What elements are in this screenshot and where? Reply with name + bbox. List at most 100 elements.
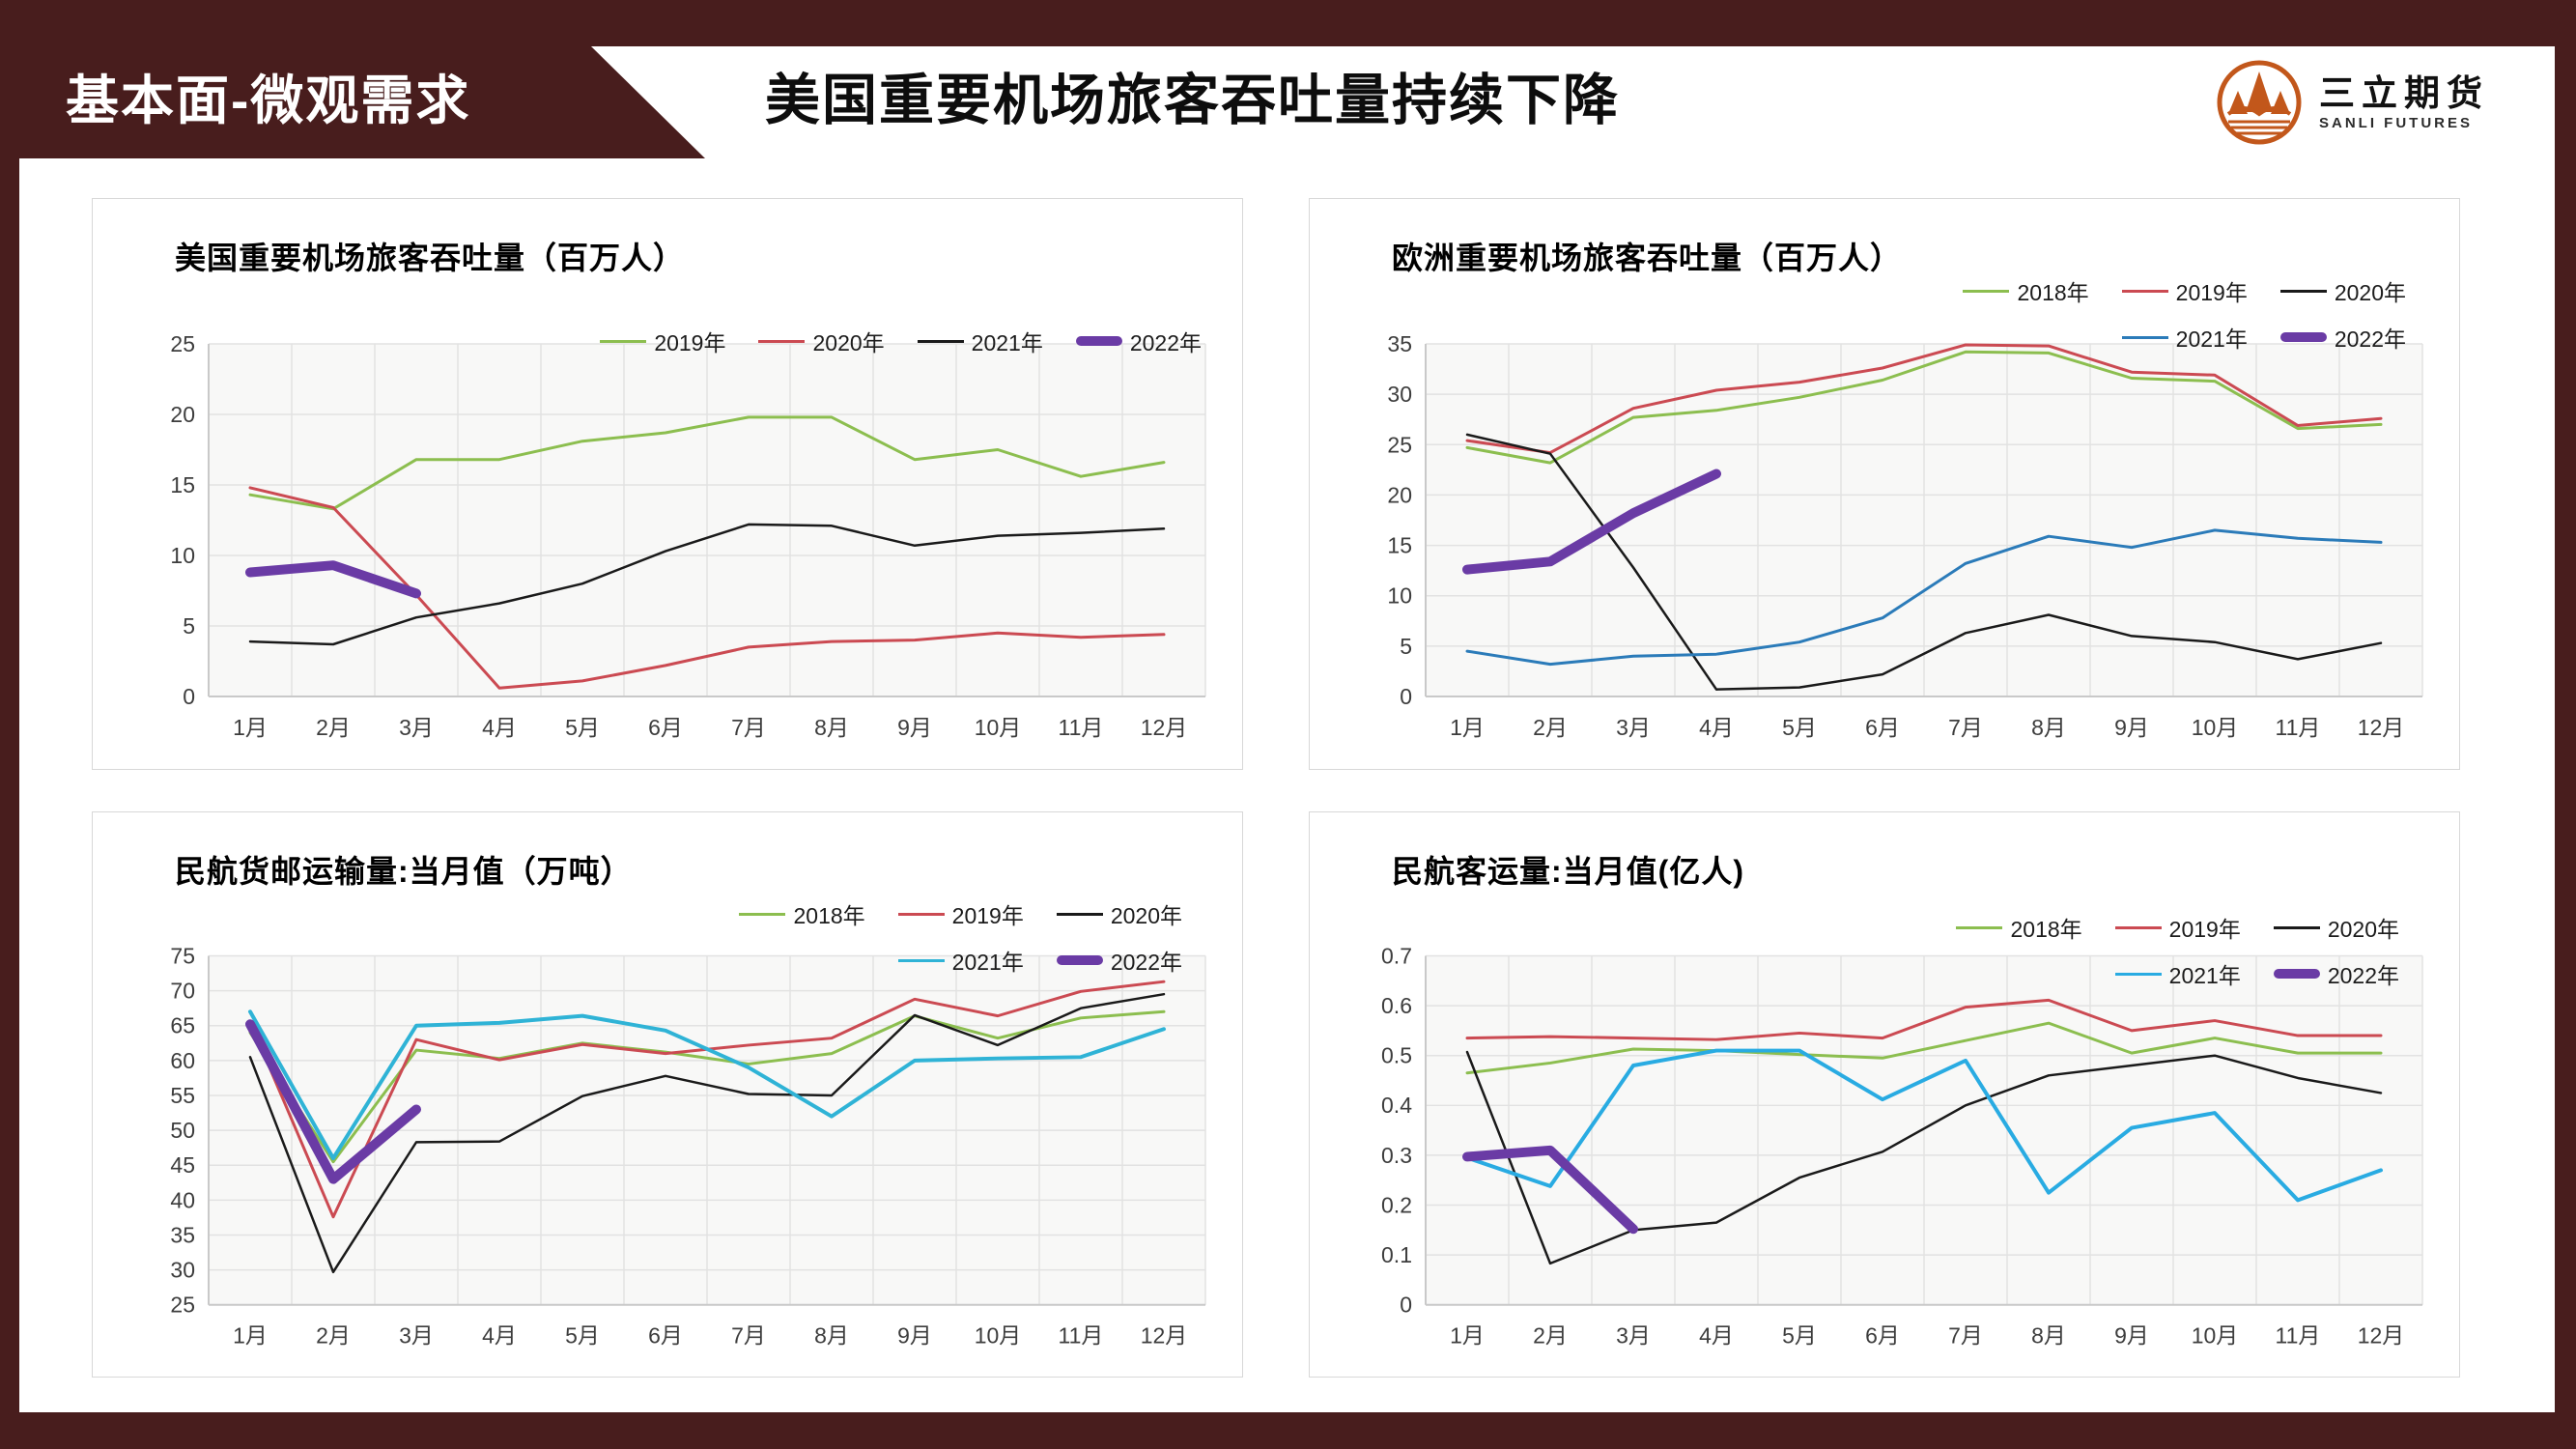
y-tick-label: 25 bbox=[170, 331, 195, 356]
legend-item-2020: 2020年 bbox=[2279, 274, 2406, 307]
legend-label: 2020年 bbox=[812, 330, 885, 355]
y-tick-label: 5 bbox=[1400, 634, 1412, 659]
y-tick-label: 70 bbox=[170, 979, 195, 1004]
y-tick-label: 0 bbox=[183, 684, 195, 709]
legend-item-2019: 2019年 bbox=[897, 897, 1024, 930]
legend-row: 2019年 2020年 2021年 2022年 bbox=[600, 325, 1202, 357]
x-tick-label: 5月 bbox=[1782, 1322, 1817, 1348]
y-tick-label: 35 bbox=[170, 1223, 195, 1248]
legend-item-2020: 2020年 bbox=[2273, 911, 2399, 944]
series-line-2022 bbox=[245, 1019, 421, 1184]
x-tick-label: 12月 bbox=[1141, 1322, 1188, 1348]
y-tick-label: 5 bbox=[183, 613, 195, 639]
legend-item-2020: 2020年 bbox=[1056, 897, 1182, 930]
legend-label: 2019年 bbox=[654, 330, 726, 355]
x-tick-label: 11月 bbox=[2276, 715, 2321, 740]
x-tick-label: 8月 bbox=[814, 1322, 849, 1348]
section-tab: 基本面-微观需求 bbox=[0, 46, 705, 158]
series-line-2022 bbox=[245, 560, 421, 599]
series-line-2019 bbox=[248, 415, 1166, 511]
x-tick-label: 6月 bbox=[1865, 715, 1900, 740]
x-tick-label: 2月 bbox=[316, 1322, 351, 1348]
y-tick-label: 0.2 bbox=[1381, 1193, 1412, 1218]
chart-card-us-airport-throughput: 美国重要机场旅客吞吐量（百万人） 2019年 2020年 2021年 2022年 0 5… bbox=[92, 198, 1243, 770]
legend-label: 2020年 bbox=[2327, 917, 2399, 942]
page-frame-right bbox=[2555, 0, 2576, 1449]
legend-swatch bbox=[600, 339, 647, 343]
legend-row: 2018年 2019年 2020年 bbox=[1963, 274, 2406, 307]
chart-title: 民航客运量:当月值(亿人) bbox=[1392, 854, 1744, 889]
legend-swatch bbox=[2121, 335, 2168, 339]
y-tick-label: 20 bbox=[1387, 482, 1412, 507]
x-tick-label: 6月 bbox=[648, 1322, 683, 1348]
x-tick-label: 10月 bbox=[2192, 715, 2239, 740]
series-line-2020 bbox=[248, 992, 1166, 1274]
page-frame-top bbox=[0, 0, 2576, 46]
x-tick-label: 9月 bbox=[2114, 1322, 2149, 1348]
y-tick-label: 55 bbox=[170, 1083, 195, 1108]
series-line-2022 bbox=[1462, 469, 1721, 575]
y-tick-label: 10 bbox=[1387, 583, 1412, 609]
series-line-2021 bbox=[248, 523, 1166, 646]
legend-label: 2021年 bbox=[971, 330, 1043, 355]
x-tick-label: 6月 bbox=[648, 715, 683, 740]
x-tick-label: 8月 bbox=[2031, 1322, 2066, 1348]
legend-item-2021: 2021年 bbox=[917, 325, 1043, 357]
y-tick-label: 60 bbox=[170, 1048, 195, 1073]
legend-swatch bbox=[2273, 969, 2320, 979]
x-tick-label: 4月 bbox=[482, 715, 517, 740]
sanli-mountain-icon bbox=[2217, 60, 2302, 145]
y-tick-label: 30 bbox=[170, 1258, 195, 1283]
logo-text: 三立期货 SANLI FUTURES bbox=[2319, 73, 2489, 131]
y-tick-label: 20 bbox=[170, 402, 195, 427]
legend-item-2021: 2021年 bbox=[2114, 957, 2241, 990]
section-label: 基本面-微观需求 bbox=[66, 71, 471, 130]
legend-label: 2022年 bbox=[1110, 950, 1182, 975]
legend-label: 2019年 bbox=[951, 903, 1024, 928]
x-tick-label: 5月 bbox=[565, 1322, 600, 1348]
x-tick-label: 1月 bbox=[1450, 715, 1485, 740]
chart-card-europe-airport-throughput: 欧洲重要机场旅客吞吐量（百万人） 2018年 2019年 2020年 2021年 202… bbox=[1309, 198, 2460, 770]
legend-swatch bbox=[2114, 925, 2162, 929]
y-tick-label: 25 bbox=[1387, 432, 1412, 457]
series-line-2020 bbox=[248, 486, 1166, 690]
legend-swatch bbox=[2273, 925, 2320, 929]
x-tick-label: 9月 bbox=[897, 715, 932, 740]
x-tick-label: 12月 bbox=[2358, 1322, 2405, 1348]
legend-row: 2018年 2019年 2020年 bbox=[739, 897, 1182, 930]
x-tick-label: 1月 bbox=[233, 1322, 268, 1348]
legend-swatch bbox=[1056, 912, 1103, 916]
legend-label: 2022年 bbox=[1129, 330, 1202, 355]
legend-label: 2020年 bbox=[1110, 903, 1182, 928]
y-tick-label: 35 bbox=[1387, 331, 1412, 356]
x-tick-label: 6月 bbox=[1865, 1322, 1900, 1348]
x-tick-label: 2月 bbox=[1533, 1322, 1568, 1348]
legend-swatch bbox=[1963, 289, 2010, 293]
series-line-2021 bbox=[1465, 528, 2383, 667]
series-line-2020 bbox=[1465, 433, 2383, 691]
series-line-2019 bbox=[1465, 998, 2383, 1041]
legend-label: 2019年 bbox=[2168, 917, 2241, 942]
chart-legend: 2018年 2019年 2020年 2021年 2022年 bbox=[1963, 274, 2406, 354]
legend-swatch bbox=[897, 912, 945, 916]
legend-row: 2021年 2022年 bbox=[2121, 321, 2406, 354]
y-tick-label: 25 bbox=[170, 1293, 195, 1318]
legend-label: 2019年 bbox=[2175, 280, 2248, 305]
y-tick-label: 30 bbox=[1387, 382, 1412, 407]
legend-label: 2022年 bbox=[2334, 327, 2406, 352]
series-line-2019 bbox=[1465, 343, 2383, 455]
x-tick-label: 9月 bbox=[2114, 715, 2149, 740]
page-title: 美国重要机场旅客吞吐量持续下降 bbox=[765, 70, 1620, 131]
legend-label: 2018年 bbox=[793, 903, 865, 928]
x-tick-label: 9月 bbox=[897, 1322, 932, 1348]
legend-swatch bbox=[1056, 955, 1103, 965]
y-tick-label: 0 bbox=[1400, 1293, 1412, 1318]
legend-item-2021: 2021年 bbox=[897, 944, 1024, 977]
legend-label: 2018年 bbox=[2010, 917, 2082, 942]
page-frame-left bbox=[0, 0, 19, 1449]
legend-swatch bbox=[1956, 925, 2003, 929]
chart-legend: 2018年 2019年 2020年 2021年 2022年 bbox=[1956, 911, 2399, 990]
x-tick-label: 4月 bbox=[1699, 1322, 1734, 1348]
y-tick-label: 0.6 bbox=[1381, 993, 1412, 1018]
line-chart-europe-airports: 0 5 10 15 20 25 30 35 1月 2月 3月 4月 5月 6月 7月 8月 9月 10月 11月 12… bbox=[1387, 331, 2423, 740]
